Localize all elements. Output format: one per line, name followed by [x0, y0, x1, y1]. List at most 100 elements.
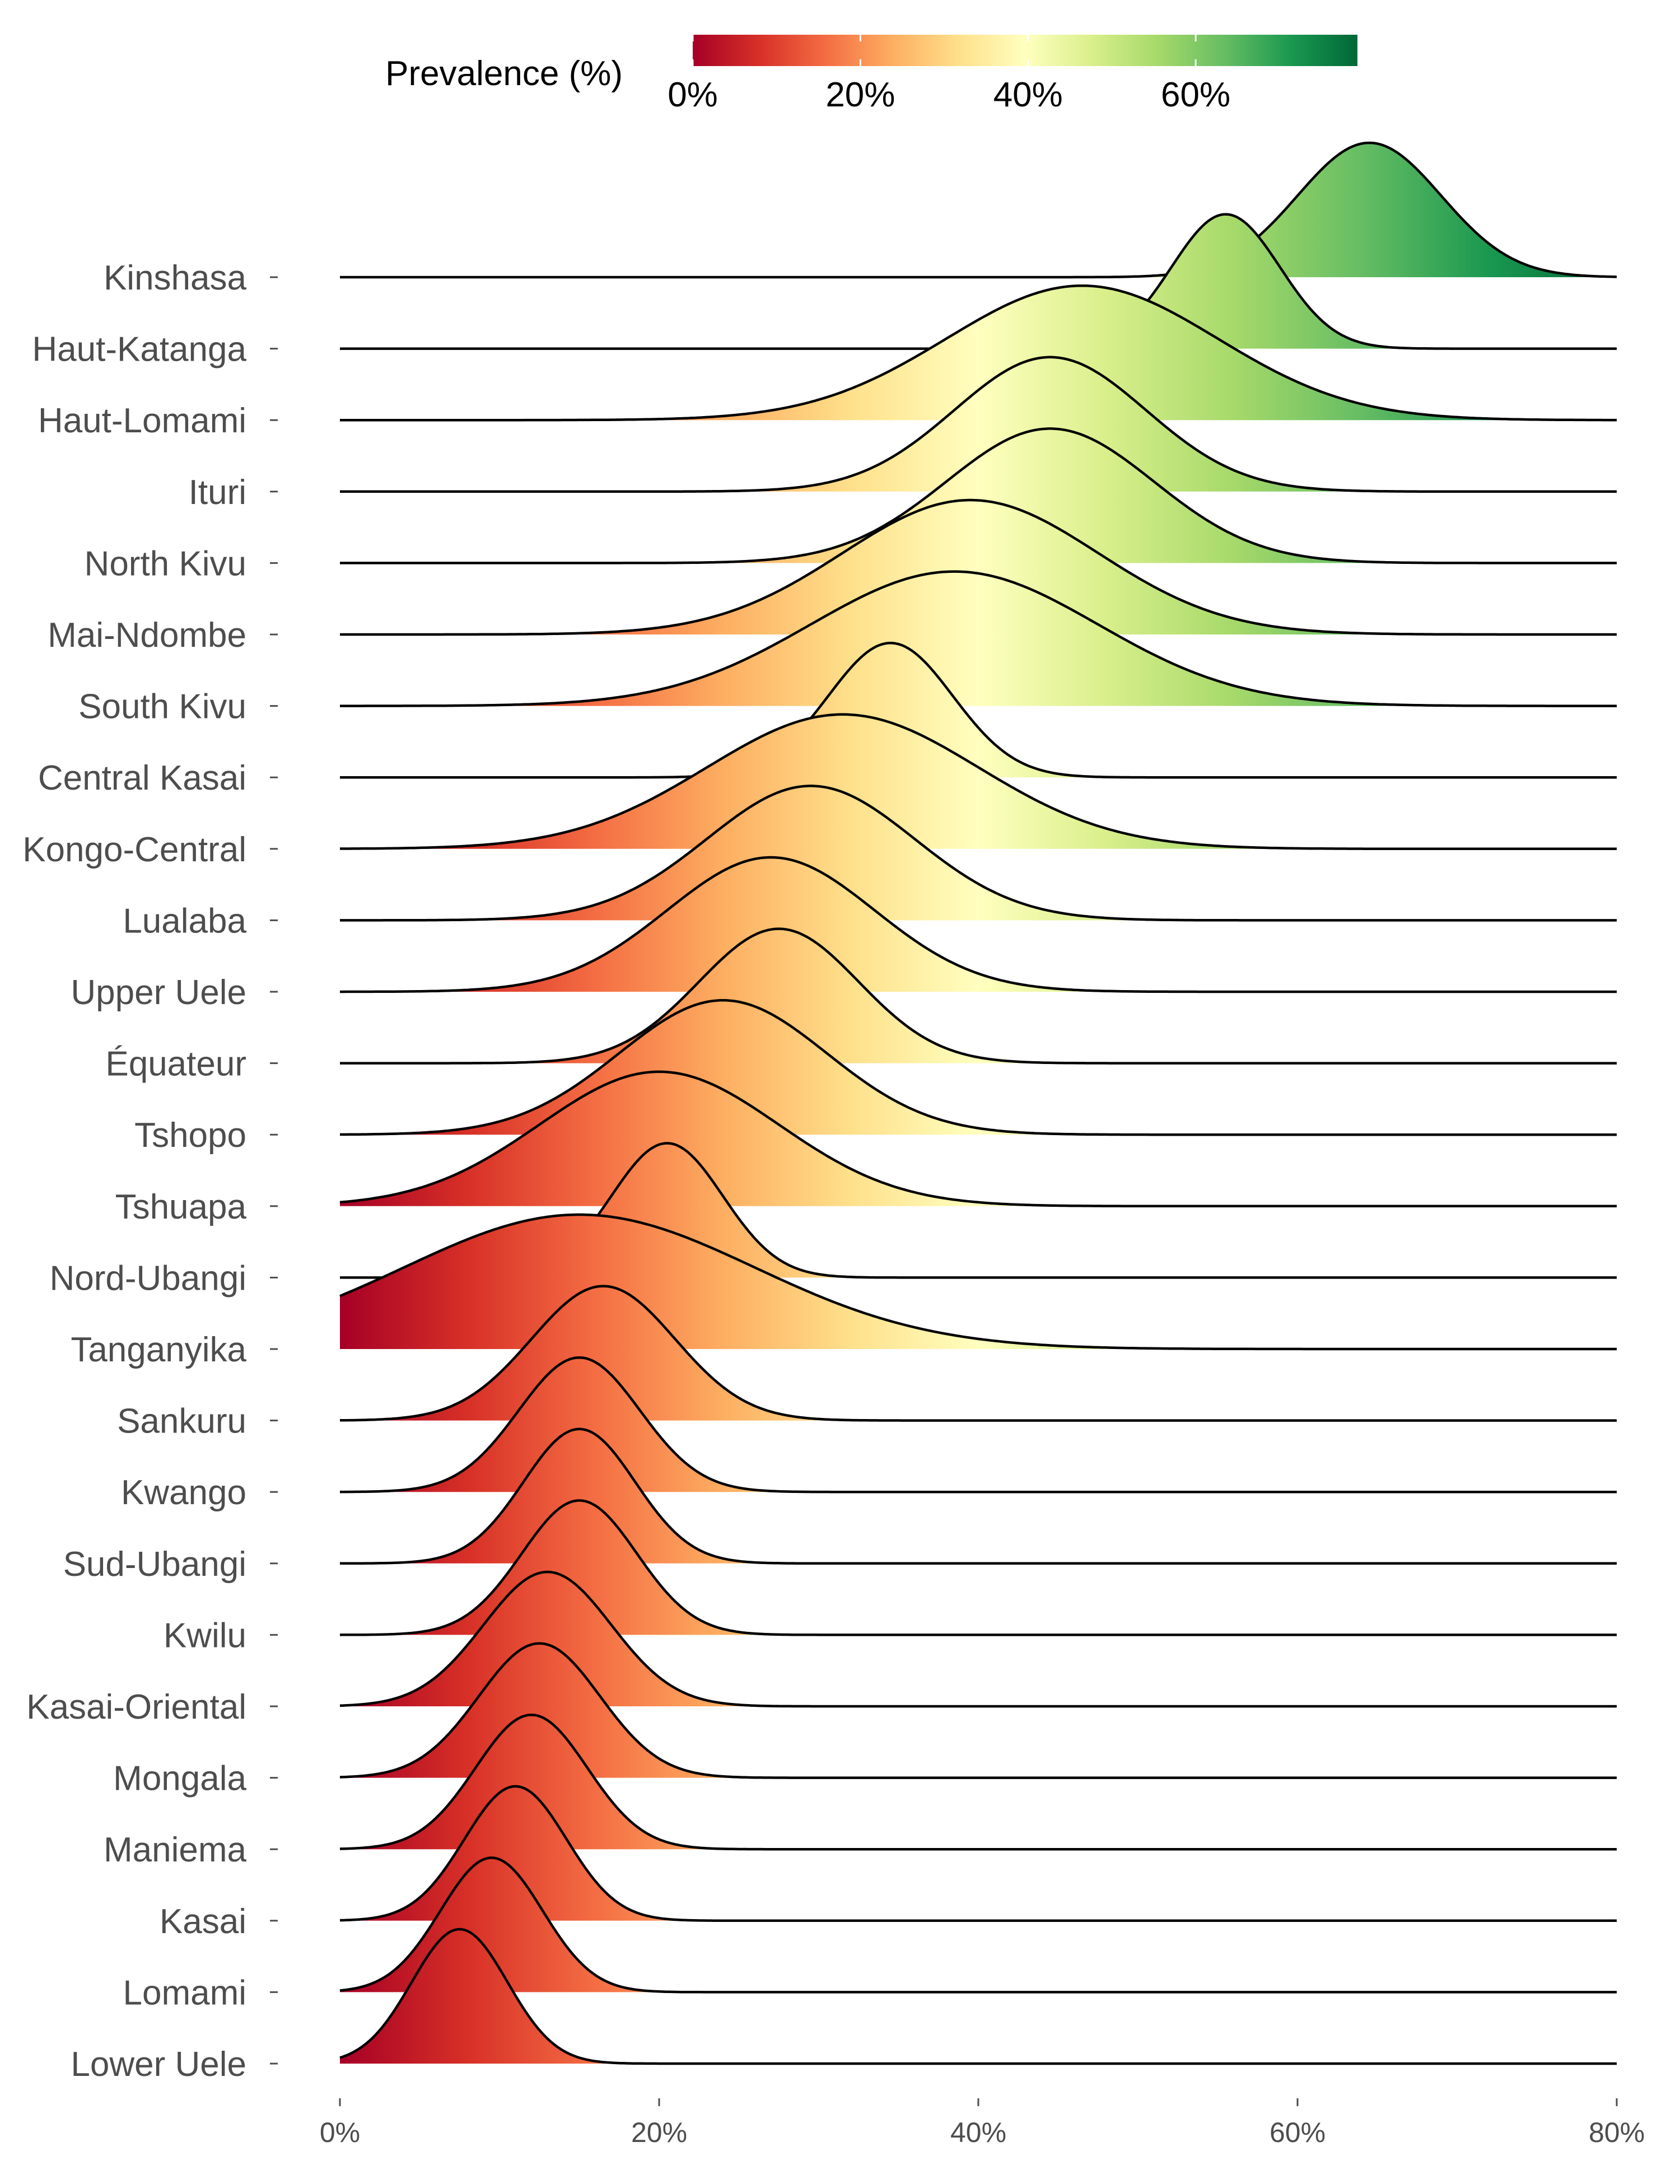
- ridges: [339, 141, 1617, 2065]
- ridge-mongala: [339, 1642, 1617, 1779]
- legend-tick-label: 0%: [668, 76, 718, 114]
- ridge-fill: [340, 500, 1617, 634]
- ridge-fill: [340, 1000, 1617, 1135]
- ridge-outline: [339, 1070, 1617, 1208]
- region-label: Kinshasa: [104, 259, 247, 297]
- x-tick-label: 80%: [1589, 2117, 1645, 2148]
- ridge-fill: [340, 1215, 1617, 1349]
- ridge-fill: [340, 857, 1617, 992]
- ridge-fill: [340, 786, 1617, 921]
- ridge-outline: [340, 642, 1617, 779]
- ridge-fill: [340, 1572, 1617, 1706]
- ridge-outline: [340, 1427, 1617, 1565]
- region-label: Équateur: [105, 1045, 246, 1084]
- y-axis: Kinshasa Haut-Katanga Haut-Lomami Ituri Nort…: [22, 259, 278, 2084]
- ridge-fill: [340, 1357, 1617, 1492]
- ridge-outline: [340, 785, 1617, 922]
- ridge-outline: [340, 284, 1617, 422]
- ridge-south-kivu: [340, 570, 1617, 707]
- x-axis: 0% 20% 40% 60% 80%: [320, 2098, 1645, 2148]
- ridge-outline: [340, 356, 1617, 493]
- ridge-fill: [340, 286, 1617, 421]
- ridge-outline: [339, 1785, 1617, 1922]
- ridge-fill: [340, 214, 1617, 349]
- ridge-outline: [340, 141, 1617, 279]
- ridge-sud-ubangi: [340, 1427, 1617, 1565]
- ridge-tanganyika: [339, 1213, 1617, 1351]
- region-label: Haut-Katanga: [32, 330, 246, 369]
- ridge-outline: [339, 1928, 1617, 2065]
- ridge-outline: [339, 1499, 1617, 1636]
- ridge-outline: [339, 1713, 1617, 1851]
- ridge-north-kivu: [340, 427, 1617, 564]
- ridge-haut-lomami: [340, 284, 1617, 422]
- ridge-fill: [340, 928, 1617, 1063]
- region-label: Haut-Lomami: [38, 402, 246, 440]
- ridge-outline: [340, 1285, 1617, 1422]
- ridge-kongo-central: [340, 713, 1617, 851]
- ridge-mai-ndombe: [340, 498, 1617, 636]
- ridge-outline: [340, 1356, 1617, 1494]
- region-label: Kasai-Oriental: [26, 1688, 246, 1726]
- ridge-central-kasai: [340, 642, 1617, 779]
- ridge-outline: [340, 856, 1617, 993]
- ridge-outline: [340, 713, 1617, 851]
- ridge-outline: [339, 1213, 1617, 1351]
- region-label: South Kivu: [78, 688, 246, 726]
- ridge-ituri: [340, 356, 1617, 493]
- ridge-kwango: [340, 1356, 1617, 1494]
- ridge-outline: [339, 1856, 1617, 1994]
- region-label: Sankuru: [117, 1402, 246, 1441]
- region-label: Ituri: [189, 473, 246, 512]
- region-label: Mongala: [113, 1760, 246, 1798]
- ridge-outline: [340, 927, 1617, 1065]
- ridge-kasai-oriental: [339, 1570, 1617, 1708]
- region-label: Mai-Ndombe: [48, 616, 246, 655]
- region-label: Kasai: [160, 1902, 246, 1941]
- ridge-fill: [340, 714, 1617, 849]
- ridge-fill: [340, 1429, 1617, 1564]
- region-label: Tshopo: [134, 1116, 246, 1155]
- legend-colorbar: [693, 35, 1357, 66]
- ridge-fill: [340, 643, 1617, 778]
- x-tick-label: 0%: [320, 2117, 360, 2148]
- ridge-lower-uele: [339, 1928, 1617, 2065]
- ridge-outline: [340, 570, 1617, 707]
- ridge-fill: [340, 1286, 1617, 1421]
- region-label: Sud-Ubangi: [63, 1545, 246, 1584]
- ridge-tshuapa: [339, 1070, 1617, 1208]
- region-label: Lomami: [123, 1973, 246, 2012]
- ridge-fill: [340, 428, 1617, 563]
- ridge-outline: [340, 998, 1617, 1136]
- region-label: North Kivu: [85, 544, 246, 583]
- legend-ticks: 0% 20% 40% 60%: [668, 35, 1230, 114]
- region-label: Lualaba: [123, 902, 246, 940]
- ridge-outline: [339, 1642, 1617, 1779]
- ridge-kinshasa: [340, 141, 1617, 279]
- ridge-outline: [340, 427, 1617, 564]
- legend-tick-label: 40%: [993, 76, 1063, 114]
- ridge-upper-uele: [340, 856, 1617, 993]
- color-legend: Prevalence (%) 0% 20% 40% 60%: [385, 35, 1357, 114]
- ridge-sankuru: [340, 1285, 1617, 1422]
- ridge-fill: [340, 143, 1617, 277]
- region-label: Nord-Ubangi: [49, 1259, 246, 1298]
- x-tick-label: 60%: [1270, 2117, 1326, 2148]
- legend-title: Prevalence (%): [385, 54, 623, 93]
- ridge-fill: [340, 1071, 1617, 1206]
- x-tick-label: 20%: [631, 2117, 687, 2148]
- region-label: Central Kasai: [38, 759, 246, 797]
- ridge-fill: [340, 1929, 1617, 2064]
- ridge-fill: [340, 1643, 1617, 1778]
- ridge-fill: [340, 571, 1617, 706]
- ridge-outline: [339, 1570, 1617, 1708]
- region-label: Kwilu: [164, 1616, 246, 1655]
- region-label: Kongo-Central: [22, 830, 246, 869]
- x-tick-label: 40%: [950, 2117, 1006, 2148]
- ridge-kwilu: [339, 1499, 1617, 1636]
- ridge-fill: [340, 1500, 1617, 1635]
- region-label: Maniema: [104, 1831, 247, 1869]
- region-label: Lower Uele: [71, 2045, 246, 2084]
- ridge-lualaba: [340, 785, 1617, 922]
